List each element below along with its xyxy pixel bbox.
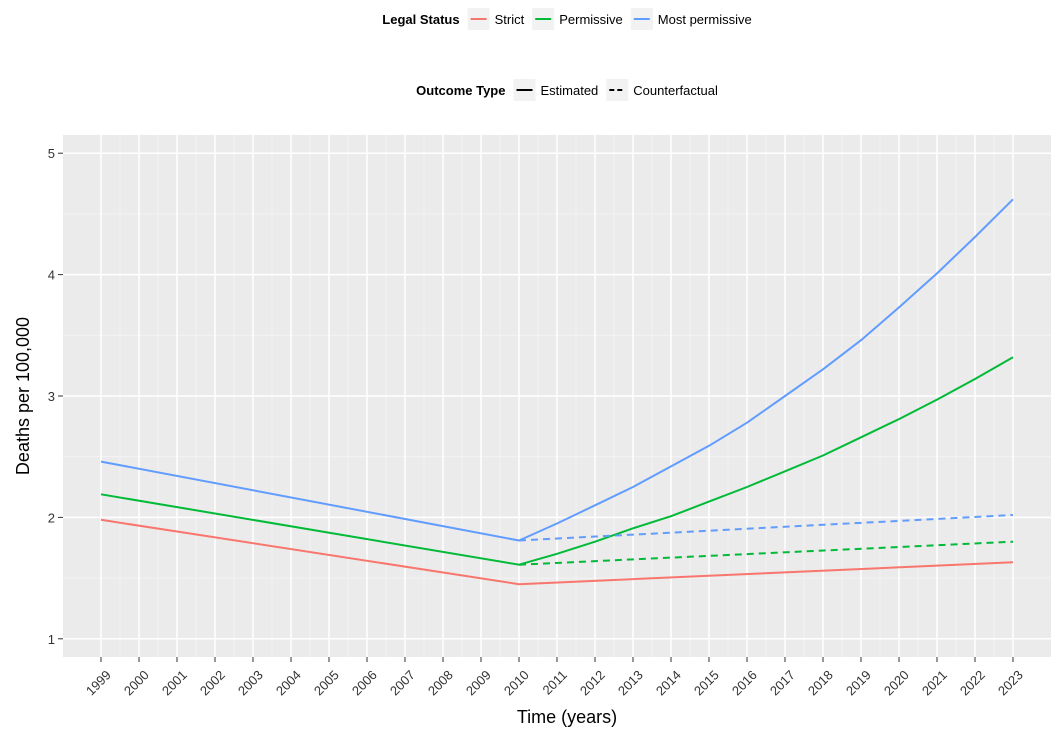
y-tick-label: 3 — [48, 389, 55, 404]
x-tick-label: 1999 — [83, 667, 114, 698]
x-tick-label: 2010 — [501, 667, 532, 698]
x-tick-label: 2012 — [577, 667, 608, 698]
x-tick-label: 2018 — [805, 667, 836, 698]
x-tick-label: 2011 — [540, 667, 570, 697]
y-tick-label: 1 — [48, 632, 55, 647]
legend-title: Legal Status — [382, 12, 459, 27]
legend-label: Strict — [495, 12, 525, 27]
series-line-strict-estimated — [100, 518, 1014, 586]
outcome-type-legend: Outcome Type Estimated Counterfactual — [416, 79, 718, 101]
series-line-most-permissive-estimated — [100, 198, 1014, 542]
series-line-most-permissive-counterfactual — [518, 514, 1014, 542]
y-axis-title: Deaths per 100,000 — [13, 317, 33, 475]
x-axis: 1999 2000 2001 2002 2003 2004 2005 2006 2007 2008… — [83, 657, 1026, 698]
legend-key — [606, 79, 629, 101]
x-tick-label: 2005 — [311, 667, 342, 698]
x-tick-label: 2022 — [957, 667, 988, 698]
x-tick-label: 2013 — [615, 667, 646, 698]
legend-label: Permissive — [559, 12, 623, 27]
y-tick-label: 5 — [48, 146, 55, 161]
x-tick-label: 2007 — [387, 667, 418, 698]
x-tick-label: 2001 — [159, 667, 190, 698]
y-tick-label: 2 — [48, 510, 55, 525]
legend-key — [513, 79, 536, 101]
x-tick-label: 2006 — [349, 667, 380, 698]
legal-status-legend: Legal Status Strict Permissive Most permiss… — [382, 8, 752, 30]
x-tick-label: 2009 — [463, 667, 494, 698]
legend-key — [467, 8, 490, 30]
x-axis-title: Time (years) — [517, 707, 617, 727]
x-tick-label: 2014 — [653, 667, 684, 698]
series-line-permissive-counterfactual — [518, 540, 1014, 566]
x-tick-label: 2004 — [273, 667, 304, 698]
legend-key — [630, 8, 653, 30]
x-tick-label: 2000 — [121, 667, 152, 698]
x-tick-label: 2017 — [767, 667, 798, 698]
legend-label: Most permissive — [658, 12, 752, 27]
legend-label: Counterfactual — [633, 83, 718, 98]
x-tick-label: 2015 — [691, 667, 722, 698]
x-tick-label: 2008 — [425, 667, 456, 698]
series-layer — [100, 198, 1014, 586]
x-tick-label: 2021 — [919, 667, 950, 698]
series-line-permissive-estimated — [100, 356, 1014, 566]
x-tick-label: 2003 — [235, 667, 266, 698]
legend-key — [532, 8, 555, 30]
x-tick-label: 2020 — [881, 667, 912, 698]
x-tick-label: 2023 — [995, 667, 1026, 698]
y-axis: 1 2 3 4 5 — [48, 146, 63, 647]
legend-label: Estimated — [540, 83, 598, 98]
y-tick-label: 4 — [48, 268, 55, 283]
x-tick-label: 2002 — [197, 667, 228, 698]
x-tick-label: 2019 — [843, 667, 874, 698]
legend-title: Outcome Type — [416, 83, 505, 98]
gridlines — [63, 135, 1051, 657]
x-tick-label: 2016 — [729, 667, 760, 698]
